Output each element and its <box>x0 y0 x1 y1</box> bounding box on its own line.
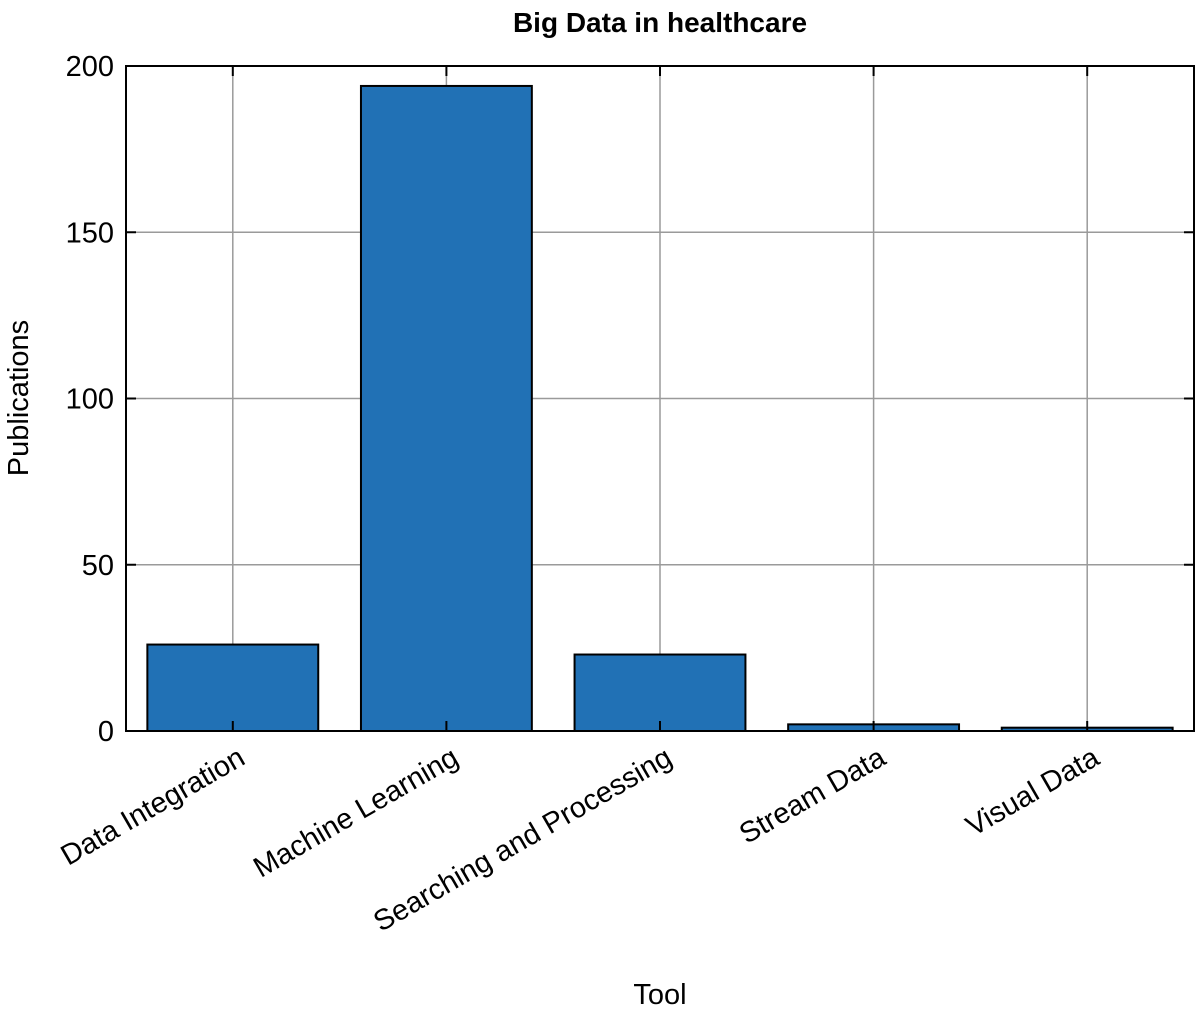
y-tick-label: 200 <box>66 51 114 83</box>
bar <box>146 643 320 732</box>
bar <box>359 84 533 732</box>
x-tick-label: Data Integration <box>56 741 251 872</box>
y-tick-label: 150 <box>66 217 114 249</box>
y-tick-labels: 0 50 100 150 200 <box>66 51 114 748</box>
y-axis-label: Publications <box>3 320 35 476</box>
chart-title: Big Data in healthcare <box>513 7 807 38</box>
y-tick-label: 0 <box>98 716 114 748</box>
x-tick-label: Visual Data <box>961 741 1106 843</box>
grid-lines <box>126 66 1194 731</box>
x-axis-label: Tool <box>633 979 686 1011</box>
x-tick-label: Stream Data <box>734 741 892 851</box>
tick-marks <box>126 65 1194 732</box>
y-tick-label: 100 <box>66 384 114 416</box>
y-tick-label: 50 <box>82 550 114 582</box>
bar <box>573 653 747 733</box>
x-tick-label: Machine Learning <box>248 741 464 884</box>
